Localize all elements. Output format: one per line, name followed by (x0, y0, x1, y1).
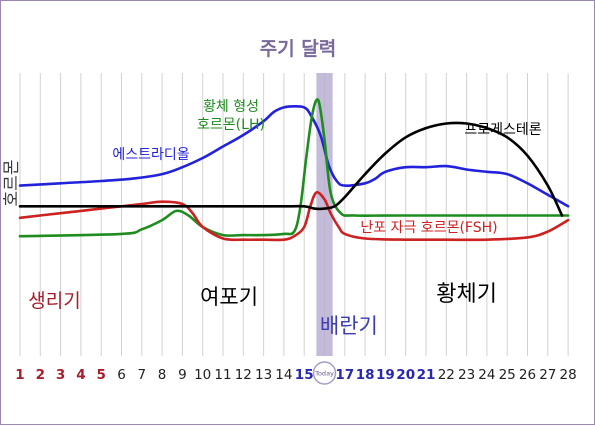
day-label-21: 21 (417, 367, 436, 383)
day-label-14: 14 (275, 367, 292, 383)
chart-title: 주기 달력 (260, 38, 337, 60)
day-label-10: 10 (194, 367, 211, 383)
series-layer (18, 98, 570, 242)
day-label-25: 25 (499, 367, 516, 383)
day-label-3: 3 (56, 367, 65, 383)
day-label-19: 19 (376, 367, 395, 383)
day-label-28: 28 (560, 367, 577, 383)
day-label-12: 12 (235, 367, 252, 383)
series-label-fsh: 난포 자극 호르몬(FSH) (360, 220, 497, 236)
ovulation-band (316, 73, 333, 356)
day-label-27: 27 (539, 367, 556, 383)
day-label-6: 6 (117, 367, 126, 383)
series-line-lh (18, 98, 570, 238)
day-label-23: 23 (458, 367, 475, 383)
day-label-9: 9 (178, 367, 187, 383)
today-label: Today (314, 370, 334, 378)
day-label-24: 24 (478, 367, 495, 383)
day-label-18: 18 (356, 367, 375, 383)
day-label-15: 15 (295, 367, 314, 383)
day-label-22: 22 (438, 367, 455, 383)
day-label-20: 20 (396, 367, 415, 383)
day-label-13: 13 (255, 367, 272, 383)
series-line-estrogen (18, 104, 570, 208)
series-label-progesterone: 프로게스테론 (464, 122, 541, 138)
day-label-26: 26 (519, 367, 536, 383)
y-axis-label: 호르몬 (2, 160, 22, 207)
phase-label-luteal: 황체기 (436, 282, 497, 307)
phase-label-follicular: 여포기 (200, 285, 258, 309)
today-marker (312, 361, 337, 385)
day-label-2: 2 (36, 367, 45, 383)
day-label-5: 5 (96, 367, 105, 383)
day-label-11: 11 (214, 367, 231, 383)
day-label-8: 8 (158, 367, 167, 383)
day-axis: 1 2 3 4 5 6 7 8 9 10 11 12 13 14 15 Today 17 18 19 20 21 22 23… (15, 361, 577, 385)
ovulation-band-layer (316, 73, 333, 356)
series-line-fsh (18, 191, 570, 242)
series-label-lh: 황체 형성 호르몬(LH) (197, 99, 265, 133)
phase-label-menstrual: 생리기 (28, 290, 80, 312)
day-label-7: 7 (138, 367, 147, 383)
phase-label-ovulation: 배란기 (320, 314, 378, 338)
series-labels: 에스트라디올 황체 형성 호르몬(LH) 난포 자극 호르몬(FSH) 프로게스테론 (112, 99, 541, 236)
day-label-1: 1 (15, 367, 24, 383)
day-label-4: 4 (76, 367, 85, 383)
day-label-17: 17 (335, 367, 354, 383)
series-label-estrogen: 에스트라디올 (112, 147, 189, 163)
series-line-progesterone (18, 121, 564, 217)
